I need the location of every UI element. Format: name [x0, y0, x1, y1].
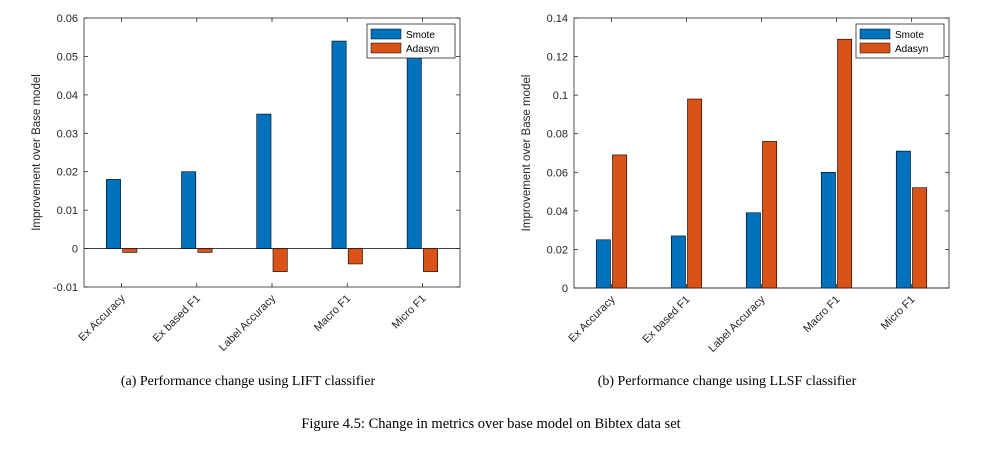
y-tick-label: 0.02	[547, 244, 568, 256]
y-tick-label: 0.14	[547, 13, 568, 25]
bar-adasyn-2	[197, 248, 213, 253]
bar-smote-1	[595, 239, 611, 289]
x-tick-label: Label Accuracy	[706, 293, 768, 355]
chart-lift: -0.01 0 0.01 0.02 0.03 0.04 0.05 0.06 Ex Accurac…	[31, 13, 461, 354]
bar-adasyn-1	[122, 248, 138, 253]
bar-smote-4	[820, 171, 836, 289]
x-tick-label: Micro F1	[390, 293, 429, 332]
x-tick-label: Micro F1	[879, 294, 918, 333]
bar-smote-3	[256, 113, 272, 249]
bar-adasyn-3	[272, 248, 288, 272]
y-tick-label: 0.02	[57, 167, 78, 179]
legend-swatch-adasyn	[859, 42, 891, 54]
x-tick-label: Macro F1	[312, 293, 353, 334]
x-tick-label: Macro F1	[801, 294, 842, 335]
bar-smote-5	[895, 150, 911, 289]
legend-swatch-adasyn	[370, 42, 402, 54]
y-tick-label: 0.05	[57, 51, 78, 63]
bar-smote-3	[745, 212, 761, 289]
y-tick-label: 0.04	[547, 206, 568, 218]
y-tick-label: 0.03	[57, 128, 78, 140]
legend-label-adasyn: Adasyn	[895, 44, 928, 55]
bar-adasyn-5	[423, 248, 438, 272]
subcaption-lift: (a) Performance change using LIFT classi…	[121, 374, 376, 389]
bar-smote-2	[181, 171, 197, 249]
y-tick-label: 0.06	[57, 13, 78, 25]
figure-caption: Figure 4.5: Change in metrics over base …	[301, 416, 680, 432]
bar-adasyn-1	[612, 154, 628, 289]
bar-smote-2	[670, 235, 686, 289]
x-tick-label: Label Accuracy	[217, 292, 279, 354]
x-tick-label: Ex Accuracy	[76, 292, 128, 344]
bar-adasyn-5	[912, 187, 928, 289]
legend-label-smote: Smote	[406, 30, 435, 41]
legend-swatch-smote	[859, 28, 891, 40]
chart-llsf: 0 0.02 0.04 0.06 0.08 0.1 0.12 0.14 Ex Accuracy E…	[521, 13, 950, 355]
y-tick-label: 0.12	[547, 52, 568, 64]
legend-label-adasyn: Adasyn	[406, 44, 439, 55]
y-axis-label: Improvement over Base model	[521, 75, 533, 232]
bar-smote-5	[406, 56, 422, 249]
y-tick-label: 0	[562, 283, 568, 295]
y-tick-label: 0.08	[547, 129, 568, 141]
y-tick-label: 0.1	[553, 90, 568, 102]
y-tick-label: 0.04	[57, 90, 78, 102]
y-tick-label: 0.06	[547, 167, 568, 179]
x-tick-label: Ex Accuracy	[566, 293, 618, 345]
x-tick-label: Ex based F1	[151, 293, 203, 345]
axes-box	[573, 17, 950, 289]
bar-adasyn-3	[762, 141, 778, 289]
bar-adasyn-4	[837, 38, 853, 289]
subcaption-llsf: (b) Performance change using LLSF classi…	[598, 374, 857, 389]
y-tick-label: -0.01	[53, 282, 78, 294]
legend-label-smote: Smote	[895, 30, 924, 41]
bar-adasyn-2	[687, 98, 703, 289]
y-tick-label: 0.01	[57, 205, 78, 217]
bar-smote-4	[331, 40, 347, 249]
legend-swatch-smote	[370, 28, 402, 40]
y-tick-label: 0	[72, 244, 78, 256]
bar-adasyn-4	[347, 248, 363, 265]
y-axis-label: Improvement over Base model	[31, 74, 43, 231]
x-tick-label: Ex based F1	[640, 294, 692, 346]
bar-smote-1	[106, 179, 121, 249]
